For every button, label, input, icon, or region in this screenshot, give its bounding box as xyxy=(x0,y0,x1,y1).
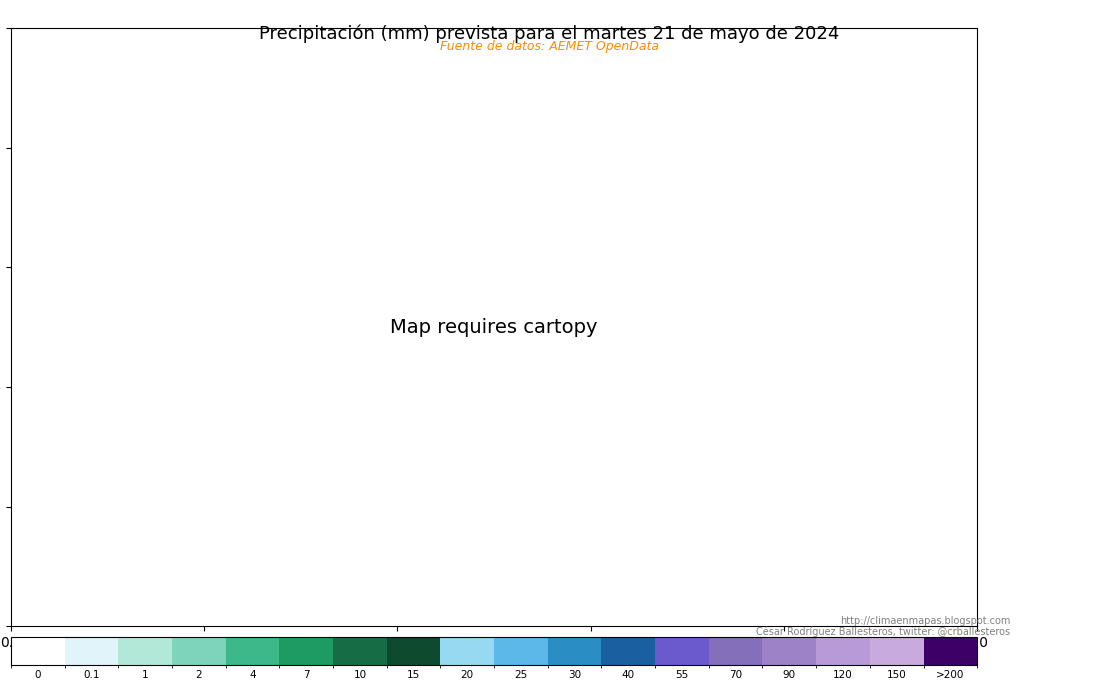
Text: Map requires cartopy: Map requires cartopy xyxy=(391,317,597,337)
Text: Fuente de datos: AEMET OpenData: Fuente de datos: AEMET OpenData xyxy=(439,40,659,54)
Text: Precipitación (mm) prevista para el martes 21 de mayo de 2024: Precipitación (mm) prevista para el mart… xyxy=(259,24,839,43)
Text: http://climaenmapas.blogspot.com: http://climaenmapas.blogspot.com xyxy=(840,616,1010,626)
Text: César Rodríguez Ballesteros, twitter: @crballesteros: César Rodríguez Ballesteros, twitter: @c… xyxy=(757,626,1010,637)
